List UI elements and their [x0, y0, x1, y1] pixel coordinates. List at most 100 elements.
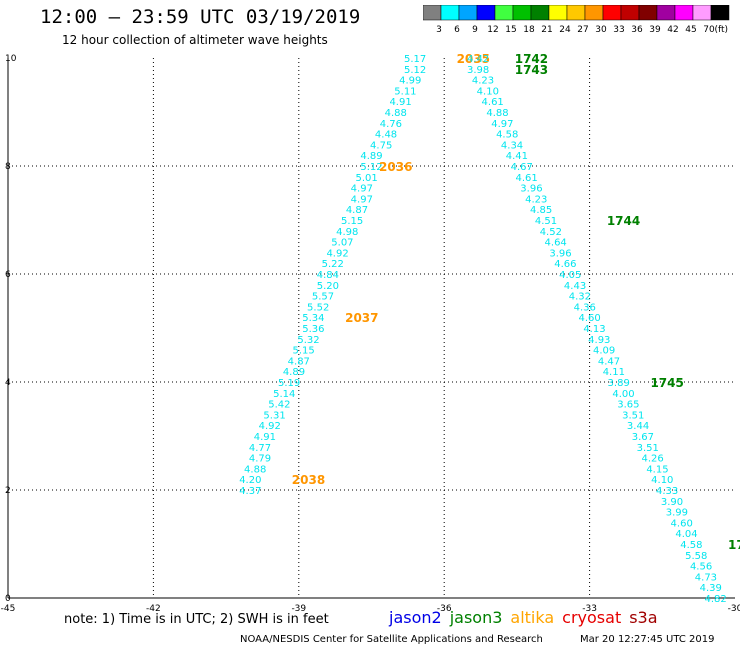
swh-point-label: 4.93 [588, 335, 610, 346]
y-tick-label: 10 [5, 54, 17, 64]
swh-point-label: 4.23 [472, 76, 494, 87]
colorbar-label: 3 [436, 25, 442, 35]
swh-point-label: 4.39 [700, 583, 722, 594]
swh-point-label: 4.92 [259, 421, 281, 432]
colorbar-label: 33 [613, 25, 624, 35]
swh-point-label: 5.32 [297, 335, 319, 346]
pass-time-label: 2035 [457, 52, 490, 66]
swh-point-label: 4.10 [651, 475, 673, 486]
colorbar-label: 6 [454, 25, 460, 35]
swh-point-label: 3.96 [549, 248, 571, 259]
x-tick-label: -39 [291, 604, 306, 614]
swh-point-label: 4.58 [496, 130, 518, 141]
swh-point-label: 3.90 [661, 497, 683, 508]
y-tick-label: 6 [5, 270, 11, 280]
swh-point-label: 3.67 [632, 432, 654, 443]
colorbar-label: 15 [505, 25, 516, 35]
swh-point-label: 5.31 [263, 410, 285, 421]
swh-point-label: 5.58 [685, 551, 707, 562]
swh-point-label: 4.48 [375, 130, 397, 141]
colorbar-label: 39 [649, 25, 661, 35]
swh-point-label: 3.96 [520, 184, 542, 195]
swh-point-label: 4.97 [351, 184, 373, 195]
swh-point-label: 3.51 [622, 410, 644, 421]
swh-point-label: 4.00 [612, 389, 634, 400]
swh-point-label: 4.13 [583, 324, 605, 335]
swh-point-label: 5.12 [360, 162, 382, 173]
swh-point-label: 3.44 [627, 421, 649, 432]
pass-time-label: 2038 [292, 473, 325, 487]
swh-point-label: 4.51 [535, 216, 557, 227]
legend-s3a: s3a [629, 608, 658, 627]
swh-point-label: 4.97 [351, 194, 373, 205]
swh-point-label: 3.99 [666, 508, 688, 519]
swh-point-label: 4.32 [569, 292, 591, 303]
legend-altika: altika [510, 608, 555, 627]
swh-point-label: 4.41 [506, 151, 528, 162]
swh-point-label: 5.42 [268, 400, 290, 411]
swh-point-label: 4.37 [239, 486, 261, 497]
chart-subtitle: 12 hour collection of altimeter wave hei… [62, 33, 328, 47]
y-tick-label: 4 [5, 378, 11, 388]
timestamp-text: Mar 20 12:27:45 UTC 2019 [580, 634, 715, 645]
credit-text: NOAA/NESDIS Center for Satellite Applica… [240, 634, 543, 645]
swh-point-label: 5.14 [273, 389, 295, 400]
x-tick-label: -33 [582, 604, 597, 614]
swh-point-label: 4.75 [370, 140, 392, 151]
swh-point-label: 4.76 [380, 119, 402, 130]
swh-point-label: 4.10 [477, 86, 499, 97]
swh-point-label: 4.91 [254, 432, 276, 443]
swh-point-label: 5.12 [404, 65, 426, 76]
x-tick-label: -45 [1, 604, 16, 614]
colorbar-label: 9 [472, 25, 478, 35]
swh-point-label: 4.64 [545, 238, 567, 249]
swh-point-label: 4.88 [385, 108, 407, 119]
y-tick-label: 8 [5, 162, 11, 172]
swh-point-label: 4.15 [646, 464, 668, 475]
swh-point-label: 4.89 [283, 367, 305, 378]
swh-point-label: 4.26 [641, 454, 663, 465]
y-tick-label: 0 [5, 594, 11, 604]
swh-point-label: 4.87 [288, 356, 310, 367]
swh-point-label: 4.34 [501, 140, 523, 151]
swh-point-label: 4.97 [491, 119, 513, 130]
swh-point-label: 3.65 [617, 400, 639, 411]
swh-point-label: 4.56 [690, 562, 712, 573]
swh-point-label: 4.11 [603, 367, 625, 378]
pass-time-label: 2036 [379, 160, 412, 174]
colorbar-label: 70 [703, 25, 715, 35]
swh-point-label: 5.17 [404, 54, 426, 65]
legend-jason3: jason3 [449, 608, 503, 627]
swh-point-label: 4.04 [675, 529, 697, 540]
swh-point-label: 4.20 [239, 475, 261, 486]
x-tick-label: -30 [728, 604, 740, 614]
x-tick-label: -36 [437, 604, 452, 614]
swh-point-label: 4.87 [346, 205, 368, 216]
swh-point-label: 4.79 [249, 454, 271, 465]
swh-point-label: 4.88 [244, 464, 266, 475]
colorbar-label: 45 [685, 25, 696, 35]
colorbar-unit: (ft) [714, 25, 728, 35]
swh-point-label: 5.34 [302, 313, 324, 324]
legend-cryosat: cryosat [562, 608, 622, 627]
swh-point-label: 4.60 [671, 518, 693, 529]
swh-point-label: 4.09 [593, 346, 615, 357]
swh-point-label: 5.07 [331, 238, 353, 249]
swh-point-label: 4.73 [695, 572, 717, 583]
swh-point-label: 5.01 [356, 173, 378, 184]
swh-point-label: 4.61 [515, 173, 537, 184]
swh-point-label: 4.60 [578, 313, 600, 324]
pass-time-label: 2037 [345, 311, 378, 325]
swh-point-label: 4.66 [554, 259, 576, 270]
legend-jason2: jason2 [389, 608, 442, 627]
swh-point-label: 4.36 [574, 302, 596, 313]
colorbar-label: 12 [487, 25, 498, 35]
pass-time-label: 1744 [607, 214, 640, 228]
chart-title: 12:00 – 23:59 UTC 03/19/2019 [40, 6, 361, 28]
pass-time-label: 1745 [650, 376, 683, 390]
swh-point-label: 4.47 [598, 356, 620, 367]
swh-point-label: 5.57 [312, 292, 334, 303]
swh-point-label: 4.33 [656, 486, 678, 497]
colorbar: 3 6 9 12 15 18 21 24 27 30 33 36 39 42 45 70 (ft) [423, 5, 730, 35]
